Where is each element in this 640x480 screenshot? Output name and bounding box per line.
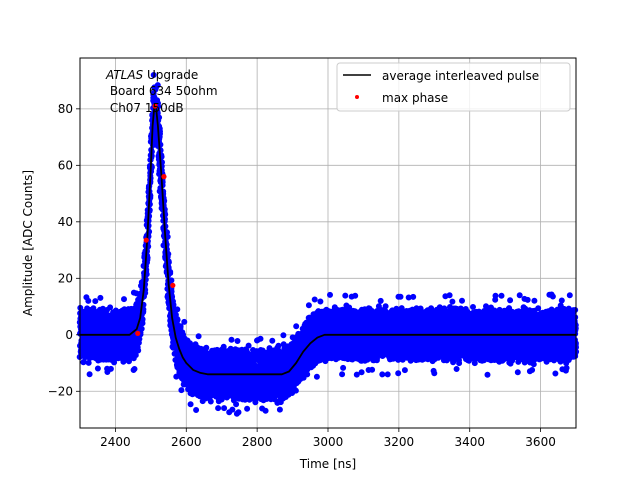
- legend-label-max-phase: max phase: [382, 91, 448, 105]
- x-tick-label: 2800: [242, 435, 273, 449]
- y-tick-label: 80: [58, 102, 73, 116]
- x-axis-label: Time [ns]: [299, 457, 356, 471]
- x-tick-label: 3600: [525, 435, 556, 449]
- y-tick-label: −20: [48, 384, 73, 398]
- average-pulse-line: [80, 105, 576, 376]
- x-tick-label: 3400: [454, 435, 485, 449]
- y-tick-label: 60: [58, 158, 73, 172]
- average-pulse-polyline: [80, 105, 576, 376]
- max-phase-point: [152, 103, 158, 109]
- max-phase-points: [135, 103, 176, 336]
- y-tick-label: 0: [65, 328, 73, 342]
- annotation-channel: Ch07 150dB: [106, 101, 184, 115]
- annotation-upgrade: Upgrade: [143, 68, 198, 82]
- max-phase-point: [143, 237, 149, 243]
- x-tick-label: 3200: [384, 435, 415, 449]
- annotation-atlas: ATLAS: [105, 68, 144, 82]
- legend-box: [336, 62, 571, 112]
- x-axis: 2400 2600 2800 3000 3200 3400 3600: [100, 428, 556, 449]
- max-phase-point: [161, 174, 167, 180]
- y-axis-label: Amplitude [ADC Counts]: [21, 170, 35, 316]
- legend-label-average: average interleaved pulse: [382, 69, 539, 83]
- max-phase-point: [170, 282, 176, 288]
- svg-text:ATLAS Upgrade: ATLAS Upgrade: [105, 68, 198, 82]
- y-tick-label: 40: [58, 215, 73, 229]
- grid: [80, 58, 576, 428]
- legend-point-swatch: [355, 95, 359, 99]
- x-tick-label: 2400: [100, 435, 131, 449]
- y-tick-label: 20: [58, 271, 73, 285]
- y-axis: −20 0 20 40 60 80: [48, 102, 80, 398]
- annotation-board: Board 634 50ohm: [106, 84, 218, 98]
- x-tick-label: 3000: [313, 435, 344, 449]
- max-phase-point: [135, 330, 141, 336]
- legend: average interleaved pulse max phase: [336, 62, 571, 112]
- annotation: ATLAS Upgrade Board 634 50ohm Ch07 150dB: [105, 68, 218, 115]
- x-tick-label: 2600: [171, 435, 202, 449]
